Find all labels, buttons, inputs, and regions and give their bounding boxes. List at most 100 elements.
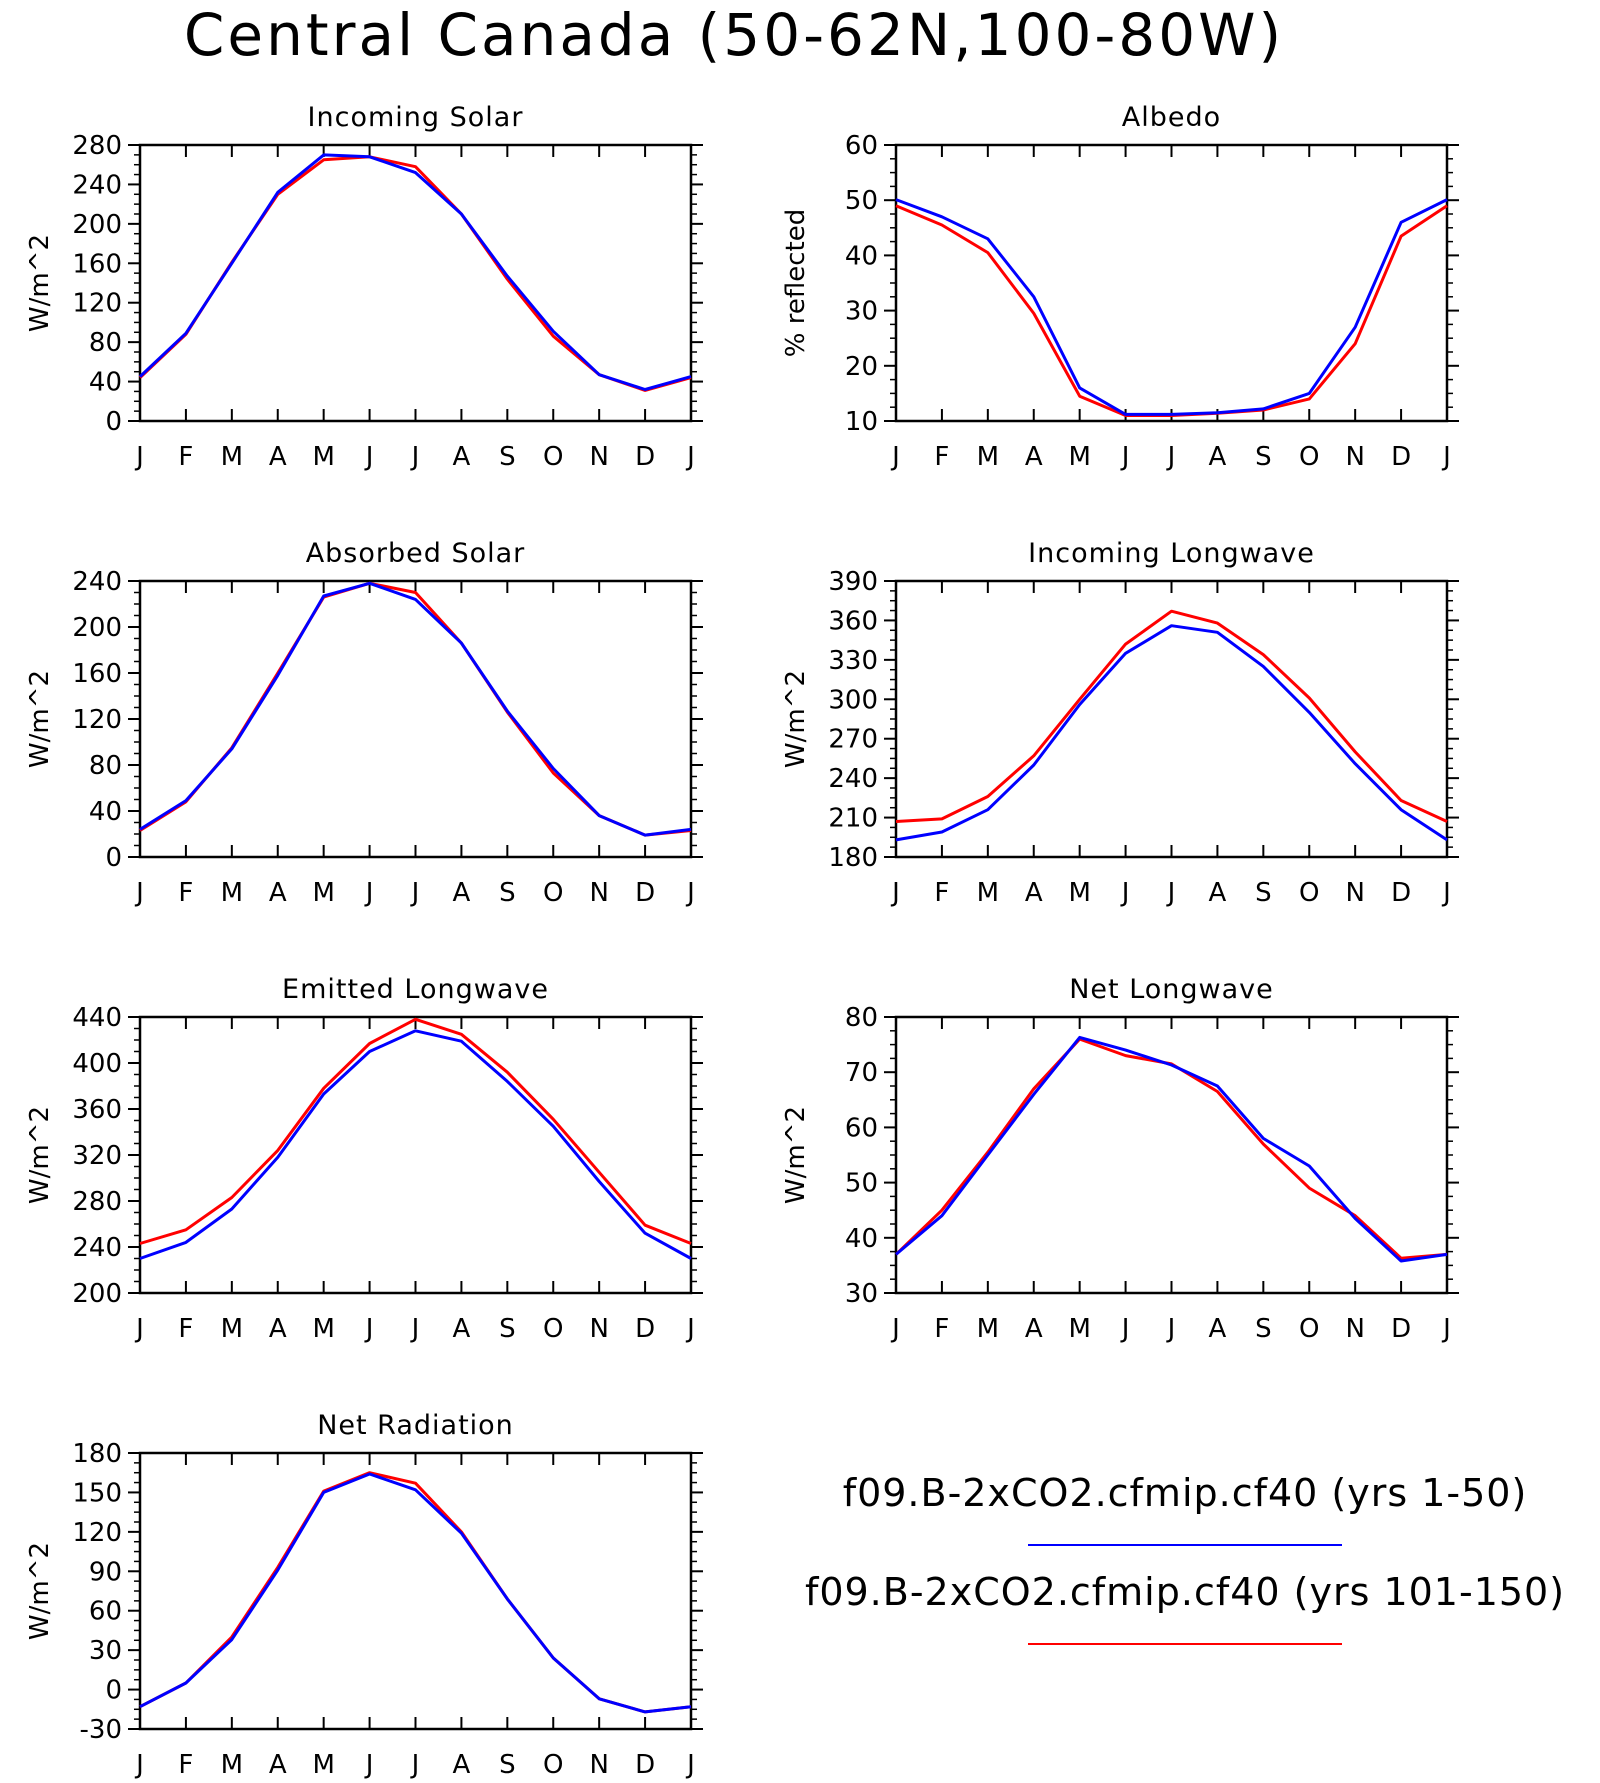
y-tick-label: 70 — [845, 1058, 878, 1088]
series-line-1 — [895, 198, 1448, 416]
series-line-2 — [139, 1017, 692, 1245]
x-tick-label: D — [1391, 442, 1411, 472]
y-axis-label: W/m^2 — [781, 670, 811, 768]
y-tick-label: 160 — [72, 249, 122, 279]
y-tick-label: 300 — [828, 685, 878, 715]
x-tick-label: M — [312, 1314, 334, 1344]
x-tick-label: M — [221, 1750, 243, 1780]
panel-title-absorbed-solar: Absorbed Solar — [306, 538, 526, 569]
legend-label-series-2: f09.B-2xCO2.cfmip.cf40 (yrs 101-150) — [805, 1570, 1565, 1614]
x-tick-label: F — [178, 442, 193, 472]
y-axis-label: W/m^2 — [25, 234, 55, 332]
x-tick-label: J — [134, 1750, 144, 1780]
x-tick-label: N — [589, 1750, 608, 1780]
x-tick-label: J — [364, 1314, 374, 1344]
y-tick-label: 120 — [72, 289, 122, 319]
x-tick-label: S — [499, 442, 516, 472]
x-tick-label: J — [134, 1314, 144, 1344]
x-tick-label: J — [1120, 878, 1130, 908]
series-line-2 — [138, 155, 692, 392]
y-tick-label: 180 — [72, 1439, 122, 1469]
x-tick-label: D — [1391, 878, 1411, 908]
x-tick-label: A — [453, 442, 471, 472]
x-tick-label: M — [221, 1314, 243, 1344]
x-tick-label: J — [364, 878, 374, 908]
x-tick-label: D — [635, 878, 655, 908]
x-tick-label: F — [934, 442, 949, 472]
y-tick-label: 200 — [72, 210, 122, 240]
plot-frame — [138, 1015, 693, 1295]
x-tick-label: J — [1441, 442, 1451, 472]
y-axis-label: W/m^2 — [25, 670, 55, 768]
x-tick-label: M — [1068, 442, 1090, 472]
x-tick-label: A — [269, 1314, 287, 1344]
y-tick-label: 40 — [89, 797, 122, 827]
y-tick-label: 0 — [105, 843, 122, 873]
y-axis-label: W/m^2 — [25, 1542, 55, 1640]
y-axis-label: W/m^2 — [25, 1106, 55, 1204]
y-tick-label: 50 — [845, 1169, 878, 1199]
y-tick-label: 160 — [72, 659, 122, 689]
x-tick-label: J — [685, 1314, 695, 1344]
x-tick-label: O — [1299, 878, 1319, 908]
series-line-2 — [139, 581, 692, 837]
x-tick-label: D — [1391, 1314, 1411, 1344]
x-tick-label: J — [1166, 878, 1176, 908]
x-tick-label: F — [934, 878, 949, 908]
x-tick-label: S — [1255, 442, 1272, 472]
y-tick-label: 280 — [72, 131, 122, 161]
x-tick-label: J — [364, 442, 374, 472]
x-tick-label: J — [1120, 1314, 1130, 1344]
x-tick-label: A — [453, 878, 471, 908]
x-tick-label: M — [1068, 878, 1090, 908]
x-tick-label: O — [543, 1314, 563, 1344]
plot-frame — [138, 579, 693, 859]
x-tick-label: J — [134, 878, 144, 908]
x-tick-label: A — [453, 1750, 471, 1780]
legend-label-series-1: f09.B-2xCO2.cfmip.cf40 (yrs 1-50) — [843, 1471, 1528, 1515]
series-line-1 — [139, 1029, 692, 1260]
x-tick-label: J — [1166, 442, 1176, 472]
x-tick-label: O — [543, 1750, 563, 1780]
x-tick-label: A — [1025, 1314, 1043, 1344]
panel-title-albedo: Albedo — [1122, 102, 1221, 133]
x-tick-label: A — [1025, 878, 1043, 908]
y-tick-label: 360 — [72, 1095, 122, 1125]
x-tick-label: S — [499, 1314, 516, 1344]
y-tick-label: 10 — [845, 407, 878, 437]
x-tick-label: O — [543, 878, 563, 908]
y-axis-label: W/m^2 — [781, 1106, 811, 1204]
x-tick-label: J — [685, 878, 695, 908]
y-tick-label: 360 — [828, 606, 878, 636]
y-tick-label: 240 — [828, 764, 878, 794]
x-tick-label: A — [269, 442, 287, 472]
y-tick-label: 280 — [72, 1187, 122, 1217]
y-tick-label: 20 — [845, 352, 878, 382]
y-tick-label: 80 — [89, 328, 122, 358]
x-tick-label: S — [1255, 1314, 1272, 1344]
x-tick-label: A — [1209, 1314, 1227, 1344]
series-line-1 — [138, 153, 692, 391]
plot-frame — [894, 143, 1449, 423]
x-tick-label: J — [1441, 878, 1451, 908]
y-tick-label: 60 — [89, 1597, 122, 1627]
x-tick-label: S — [1255, 878, 1272, 908]
x-tick-label: J — [890, 442, 900, 472]
x-tick-label: M — [221, 442, 243, 472]
y-tick-label: 40 — [845, 1224, 878, 1254]
x-tick-label: N — [589, 878, 608, 908]
x-tick-label: S — [499, 1750, 516, 1780]
x-tick-label: A — [1209, 878, 1227, 908]
figure-title: Central Canada (50-62N,100-80W) — [184, 1, 1284, 69]
y-tick-label: 240 — [72, 1233, 122, 1263]
y-tick-label: 320 — [72, 1141, 122, 1171]
y-tick-label: 90 — [89, 1557, 122, 1587]
x-tick-label: M — [221, 878, 243, 908]
